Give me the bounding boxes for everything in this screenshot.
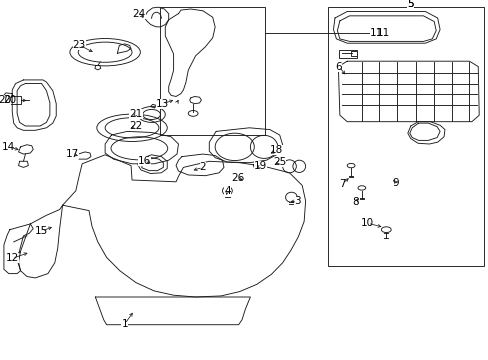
Text: 14: 14 xyxy=(2,142,16,152)
Text: 17: 17 xyxy=(65,149,79,159)
Text: 1: 1 xyxy=(121,319,128,329)
Text: 13: 13 xyxy=(156,99,169,109)
Text: 10: 10 xyxy=(361,218,373,228)
Bar xyxy=(338,50,357,58)
Text: 24: 24 xyxy=(132,9,146,19)
Text: 22: 22 xyxy=(129,121,142,131)
Text: 9: 9 xyxy=(392,178,399,188)
Text: 20: 20 xyxy=(3,95,16,105)
Text: 20: 20 xyxy=(0,95,11,105)
Text: 26: 26 xyxy=(230,173,244,183)
Text: 2: 2 xyxy=(199,162,206,172)
Text: 18: 18 xyxy=(269,145,283,156)
Text: 11: 11 xyxy=(369,28,383,38)
Text: 6: 6 xyxy=(335,62,342,72)
Text: 25: 25 xyxy=(272,157,286,167)
Bar xyxy=(160,7,264,135)
Bar xyxy=(327,7,483,266)
Text: 4: 4 xyxy=(224,186,230,196)
Text: 11: 11 xyxy=(376,28,389,38)
Bar xyxy=(350,51,356,56)
Bar xyxy=(0,96,20,104)
Text: 16: 16 xyxy=(137,156,151,166)
Text: 5: 5 xyxy=(407,0,413,9)
Text: 23: 23 xyxy=(72,40,86,50)
Text: 12: 12 xyxy=(5,253,19,264)
Text: 5: 5 xyxy=(407,0,413,9)
Text: 21: 21 xyxy=(129,109,142,120)
Text: 7: 7 xyxy=(338,179,345,189)
Text: 8: 8 xyxy=(352,197,359,207)
Text: 15: 15 xyxy=(35,226,48,236)
Text: 3: 3 xyxy=(293,196,300,206)
Text: 19: 19 xyxy=(253,161,266,171)
